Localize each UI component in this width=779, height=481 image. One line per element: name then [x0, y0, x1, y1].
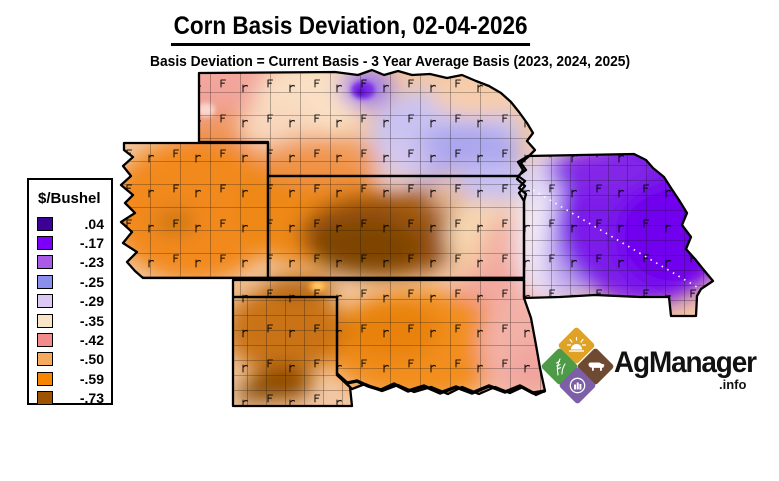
- page-title-text: Corn Basis Deviation, 02-04-2026: [171, 12, 531, 46]
- legend-swatch: [37, 294, 53, 309]
- legend-row: -.42: [29, 330, 111, 349]
- state-colorado: [119, 141, 270, 280]
- legend-swatch: [37, 255, 53, 270]
- legend-value-label: -.29: [79, 293, 104, 310]
- legend-swatch: [37, 371, 53, 386]
- state-missouri: [515, 152, 715, 318]
- state-borders: [119, 68, 715, 408]
- legend-row: -.29: [29, 292, 111, 311]
- legend-row: -.25: [29, 272, 111, 291]
- page-title: Corn Basis Deviation, 02-04-2026: [0, 12, 702, 46]
- state-kansas: [266, 174, 528, 280]
- legend-row: -.35: [29, 311, 111, 330]
- legend-swatch: [37, 216, 53, 231]
- legend-value-label: .04: [84, 215, 104, 232]
- logo-wordmark: AgManager: [614, 346, 757, 379]
- wheat-icon: [540, 347, 579, 386]
- legend-value-label: -.59: [79, 370, 104, 387]
- logo-tld: .info: [719, 377, 747, 392]
- legend-value-label: -.35: [79, 312, 104, 329]
- legend-value-label: -.17: [79, 235, 104, 252]
- legend-row: -.17: [29, 233, 111, 252]
- legend-row: -.50: [29, 350, 111, 369]
- legend-swatch: [37, 236, 53, 251]
- legend-value-label: -.73: [79, 390, 104, 407]
- legend-value-label: -.23: [79, 254, 104, 271]
- legend-value-label: -.50: [79, 351, 104, 368]
- legend-row: -.73: [29, 389, 111, 408]
- legend-row: .04: [29, 214, 111, 233]
- subtitle: Basis Deviation = Current Basis - 3 Year…: [150, 53, 631, 70]
- basis-surface: [121, 70, 713, 406]
- legend-swatch: [37, 333, 53, 348]
- legend-swatch: [37, 391, 53, 406]
- agmanager-logo: AgManager .info: [538, 322, 779, 410]
- legend-swatch: [37, 274, 53, 289]
- bar-chart-icon: [558, 366, 597, 405]
- legend-swatch: [37, 352, 53, 367]
- legend-swatch: [37, 313, 53, 328]
- sun-icon: [557, 326, 596, 365]
- legend-value-label: -.42: [79, 332, 104, 349]
- state-texas: [231, 295, 354, 408]
- legend-title: $/Bushel: [38, 190, 101, 207]
- cattle-icon: [576, 347, 615, 386]
- red-river-border: [335, 372, 546, 395]
- legend-panel: $/Bushel .04 -.17 -.23 -.25 -.29 -.35 -.…: [27, 178, 113, 408]
- legend-row: -.59: [29, 369, 111, 388]
- legend-row: -.23: [29, 253, 111, 272]
- legend-value-label: -.25: [79, 273, 104, 290]
- legend-rows: .04 -.17 -.23 -.25 -.29 -.35 -.42 -.50 -…: [29, 214, 111, 408]
